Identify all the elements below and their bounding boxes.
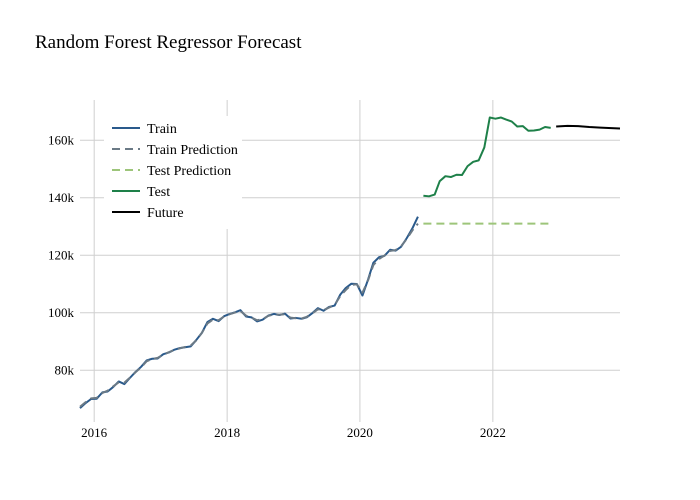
- legend-label-test-prediction: Test Prediction: [147, 164, 231, 179]
- x-tick-label: 2018: [214, 425, 240, 440]
- x-tick-label: 2020: [347, 425, 373, 440]
- series-line-train-prediction: [79, 222, 419, 408]
- x-tick-label: 2016: [81, 425, 108, 440]
- legend-label-test: Test: [147, 185, 170, 200]
- legend: Train Train Prediction Test Prediction Test…: [104, 116, 242, 229]
- legend-label-train-prediction: Train Prediction: [147, 143, 238, 158]
- legend-box: [104, 116, 242, 229]
- y-tick-label: 160k: [48, 132, 75, 147]
- series-line-test: [423, 116, 551, 198]
- series-lines: [79, 116, 621, 409]
- y-tick-label: 100k: [48, 305, 75, 320]
- legend-label-future: Future: [147, 206, 184, 221]
- y-tick-label: 120k: [48, 247, 75, 262]
- series-line-future: [556, 124, 621, 130]
- chart-title: Random Forest Regressor Forecast: [35, 32, 302, 53]
- y-tick-label: 140k: [48, 190, 75, 205]
- x-tick-label: 2022: [480, 425, 506, 440]
- legend-label-train: Train: [147, 122, 177, 137]
- tick-labels: 2016 2018 2020 2022 80k 100k 120k 140k 160k: [48, 132, 506, 440]
- y-tick-label: 80k: [55, 362, 75, 377]
